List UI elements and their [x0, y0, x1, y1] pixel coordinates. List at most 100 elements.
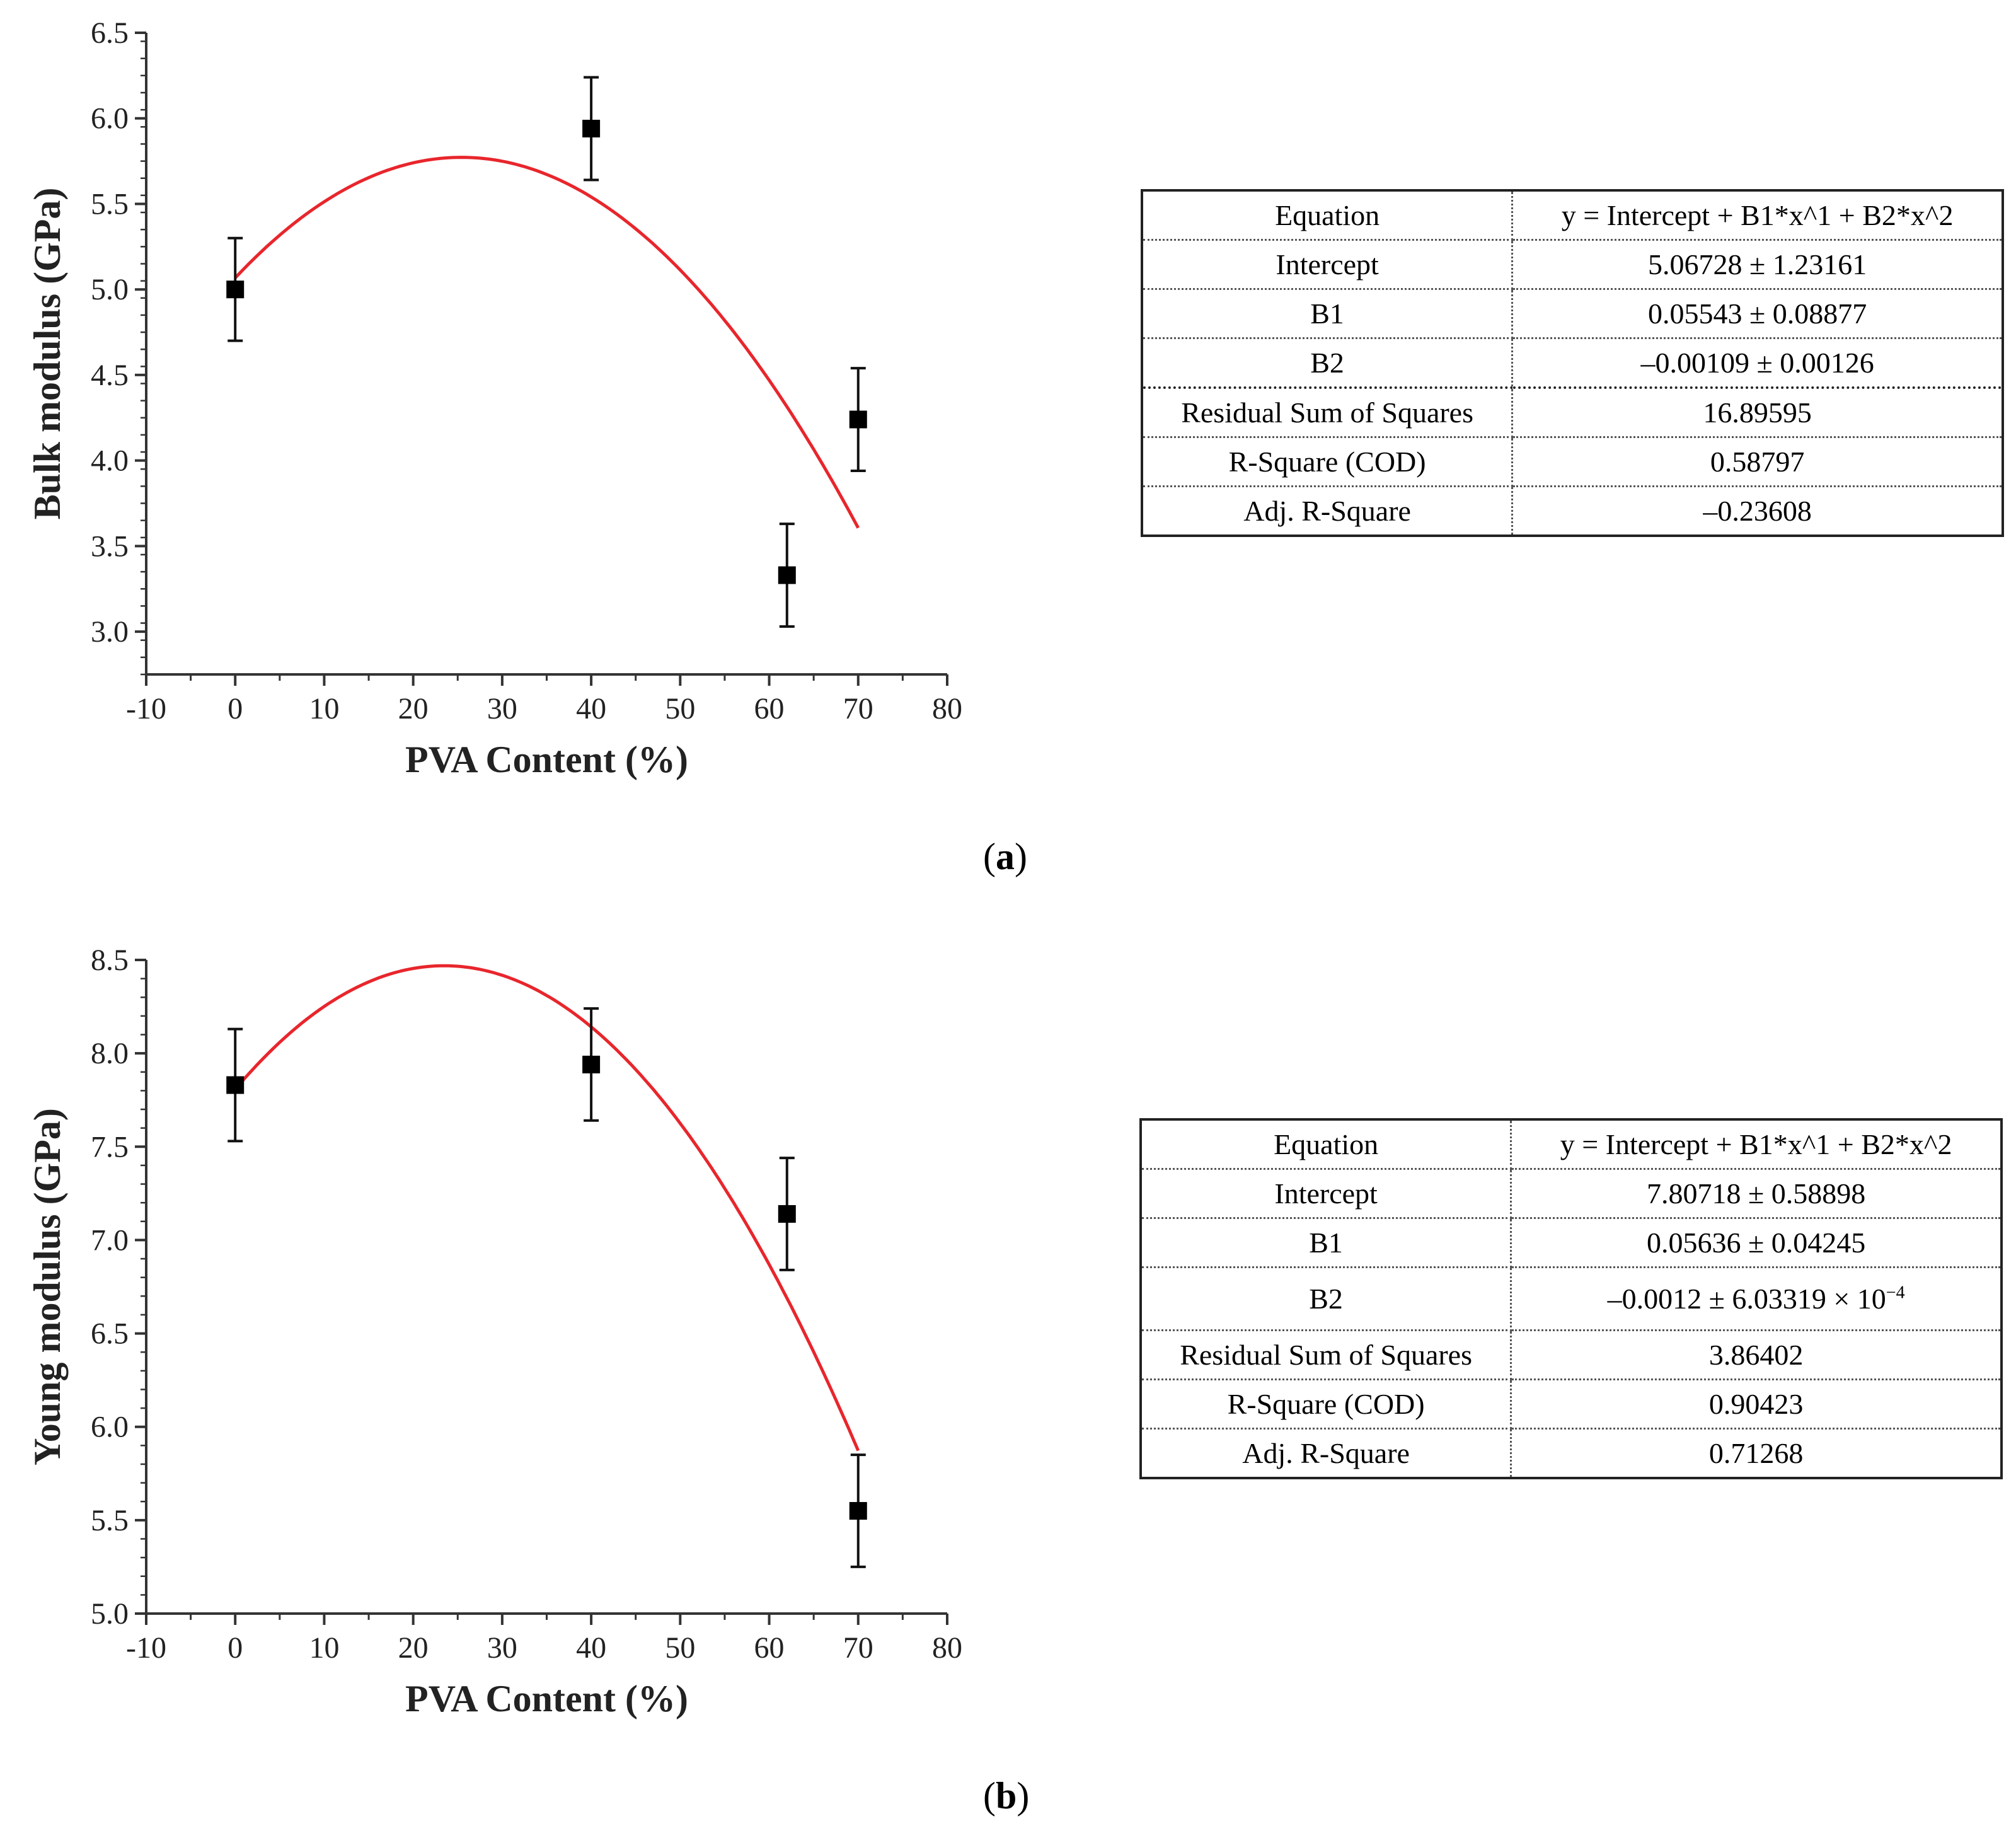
y-tick-label: 5.0	[91, 1597, 129, 1631]
x-axis-label: PVA Content (%)	[405, 739, 688, 780]
table-key: R-Square (COD)	[1142, 437, 1514, 487]
fit-table-a: Equation y = Intercept + B1*x^1 + B2*x^2 …	[1141, 189, 2004, 537]
y-tick-label: 5.5	[91, 187, 129, 221]
table-value: –0.0012 ± 6.03319 × 10−4	[1511, 1267, 2002, 1331]
table-key: R-Square (COD)	[1141, 1379, 1512, 1430]
x-tick-label: 0	[228, 692, 243, 725]
x-tick-label: 70	[843, 1631, 873, 1665]
table-row: Adj. R-Square 0.71268	[1141, 1428, 2002, 1478]
fit-table-b: Equation y = Intercept + B1*x^1 + B2*x^2 …	[1139, 1118, 2003, 1479]
data-point	[778, 1205, 796, 1223]
table-value: –0.23608	[1703, 495, 1812, 527]
x-tick-label: 60	[754, 692, 785, 725]
x-tick-label: 50	[665, 1631, 695, 1665]
data-point	[778, 566, 796, 584]
x-tick-label: 30	[487, 1631, 517, 1665]
y-tick-label: 3.5	[91, 529, 129, 563]
table-row: B1 0.05543 ± 0.08877	[1142, 289, 2003, 339]
y-tick-label: 4.5	[91, 359, 129, 392]
table-row: Intercept 5.06728 ± 1.23161	[1142, 240, 2003, 290]
table-row: Residual Sum of Squares 3.86402	[1141, 1330, 2002, 1380]
table-row: R-Square (COD) 0.90423	[1141, 1379, 2002, 1430]
x-tick-label: 0	[228, 1631, 243, 1665]
table-value: 3.86402	[1511, 1330, 2002, 1380]
table-value: 0.05543 ± 0.08877	[1512, 289, 2003, 339]
table-value: 5.06728 ± 1.23161	[1512, 240, 2003, 290]
table-value: 16.89595	[1512, 388, 2003, 438]
table-row: Intercept 7.80718 ± 0.58898	[1141, 1169, 2002, 1219]
table-row: B1 0.05636 ± 0.04245	[1141, 1218, 2002, 1268]
table-value: y = Intercept + B1*x^1 + B2*x^2	[1512, 190, 2003, 241]
y-tick-label: 6.5	[91, 1317, 129, 1351]
table-row: R-Square (COD) 0.58797	[1142, 437, 2003, 487]
y-tick-label: 5.0	[91, 273, 129, 306]
x-tick-label: 20	[398, 692, 429, 725]
table-key: B2	[1141, 1267, 1512, 1331]
panel-label-a-letter: a	[995, 836, 1015, 877]
y-tick-label: 6.5	[91, 16, 129, 50]
x-tick-label: -10	[126, 692, 166, 725]
y-axis-label: Young modulus (GPa)	[26, 1108, 68, 1465]
data-point	[582, 120, 601, 138]
table-key: B1	[1141, 1218, 1512, 1268]
table-key: Residual Sum of Squares	[1142, 388, 1514, 438]
panel-label-a: (a)	[983, 836, 1027, 877]
y-tick-label: 5.5	[91, 1504, 129, 1537]
table-key: Adj. R-Square	[1141, 1428, 1512, 1478]
y-tick-label: 6.0	[91, 1411, 129, 1444]
table-value: 0.90423	[1511, 1379, 2002, 1430]
x-tick-label: 10	[309, 1631, 339, 1665]
y-tick-label: 7.0	[91, 1223, 129, 1257]
table-row: Residual Sum of Squares 16.89595	[1142, 388, 2003, 438]
fit-curve	[234, 156, 860, 529]
table-value-text: –0.0012 ± 6.03319 × 10	[1607, 1283, 1886, 1315]
table-row: B2 –0.00109 ± 0.00126	[1142, 338, 2003, 389]
y-tick-label: 8.0	[91, 1037, 129, 1070]
x-tick-label: 30	[487, 692, 517, 725]
table-row: Equation y = Intercept + B1*x^1 + B2*x^2	[1141, 1119, 2002, 1170]
x-tick-label: 60	[754, 1631, 785, 1665]
x-tick-label: 80	[932, 1631, 962, 1665]
data-point	[849, 410, 867, 429]
x-tick-label: 50	[665, 692, 695, 725]
table-row: Equation y = Intercept + B1*x^1 + B2*x^2	[1142, 190, 2003, 241]
x-tick-label: -10	[126, 1631, 166, 1665]
table-value: 0.05636 ± 0.04245	[1511, 1218, 2002, 1268]
y-tick-label: 3.0	[91, 615, 129, 649]
fit-curve	[234, 964, 860, 1452]
table-key: Intercept	[1141, 1169, 1512, 1219]
y-tick-label: 6.0	[91, 102, 129, 136]
x-tick-label: 20	[398, 1631, 429, 1665]
table-value: 0.58797	[1512, 437, 2003, 487]
x-axis-label: PVA Content (%)	[405, 1678, 688, 1719]
data-point	[849, 1502, 867, 1520]
table-value: y = Intercept + B1*x^1 + B2*x^2	[1511, 1119, 2002, 1170]
x-tick-label: 40	[576, 1631, 606, 1665]
table-key: B1	[1142, 289, 1514, 339]
y-tick-label: 4.0	[91, 444, 129, 478]
data-point	[226, 280, 245, 299]
table-value: 7.80718 ± 0.58898	[1511, 1169, 2002, 1219]
panel-label-b: (b)	[983, 1775, 1030, 1817]
table-key: Equation	[1142, 190, 1514, 241]
data-point	[582, 1055, 601, 1073]
x-tick-label: 80	[932, 692, 962, 725]
table-value: 0.71268	[1708, 1437, 1804, 1469]
table-key: Intercept	[1142, 240, 1514, 290]
table-key: Equation	[1141, 1119, 1512, 1170]
x-tick-label: 40	[576, 692, 606, 725]
table-key: B2	[1142, 338, 1514, 389]
table-key: Adj. R-Square	[1142, 486, 1514, 536]
y-tick-label: 7.5	[91, 1130, 129, 1164]
y-axis-label: Bulk modulus (GPa)	[26, 188, 68, 520]
table-value-exponent: −4	[1886, 1283, 1905, 1303]
table-row: Adj. R-Square –0.23608	[1142, 486, 2003, 536]
table-value: –0.00109 ± 0.00126	[1512, 338, 2003, 389]
x-tick-label: 70	[843, 692, 873, 725]
panel-label-b-letter: b	[995, 1775, 1017, 1817]
data-point	[226, 1076, 245, 1094]
table-key: Residual Sum of Squares	[1141, 1330, 1512, 1380]
x-tick-label: 10	[309, 692, 339, 725]
table-row: B2 –0.0012 ± 6.03319 × 10−4	[1141, 1267, 2002, 1331]
